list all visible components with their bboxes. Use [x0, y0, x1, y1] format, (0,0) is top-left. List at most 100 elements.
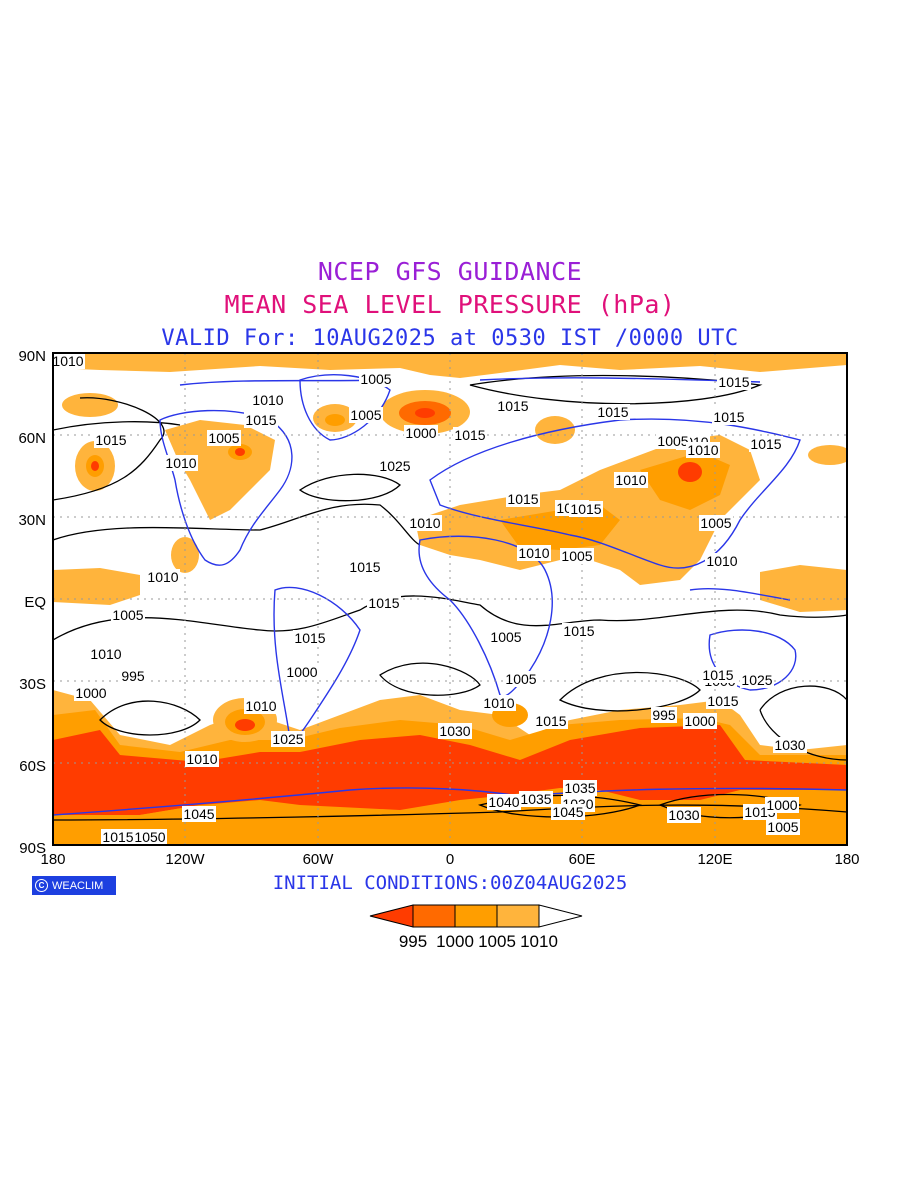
y-tick-label: 30S — [19, 676, 46, 693]
svg-text:1000: 1000 — [684, 713, 715, 729]
gridlines — [53, 353, 847, 845]
svg-text:1005: 1005 — [208, 430, 239, 446]
x-tick-label: 0 — [446, 851, 454, 868]
contour-label: 1030 — [667, 807, 701, 823]
legend-swatch-gt1010 — [538, 904, 583, 928]
x-tick-label: 180 — [834, 851, 859, 868]
y-tick-label: 60S — [19, 758, 46, 775]
contour-label: 995 — [120, 668, 146, 684]
x-tick-label: 60E — [569, 851, 596, 868]
copyright-circle-icon: C — [35, 879, 48, 892]
contour-label: 1005 — [111, 607, 145, 623]
svg-text:1015: 1015 — [597, 404, 628, 420]
svg-text:1050: 1050 — [134, 829, 165, 845]
contour-label: 1045 — [182, 806, 216, 822]
greenland-coast — [299, 374, 391, 441]
contour-label: 1010 — [185, 751, 219, 767]
contour-label: 1010 — [482, 695, 516, 711]
svg-text:1005: 1005 — [490, 629, 521, 645]
legend-label: 1010 — [520, 932, 558, 951]
svg-text:1005: 1005 — [360, 371, 391, 387]
contour-label: 1005 — [766, 819, 800, 835]
central-pacific-low — [53, 568, 140, 605]
contour-label: 1035 — [563, 780, 597, 796]
contour-label: 1015 — [569, 501, 603, 517]
contour-label: 1025 — [740, 672, 774, 688]
svg-text:1015: 1015 — [713, 409, 744, 425]
svg-text:1045: 1045 — [183, 806, 214, 822]
svg-text:1015: 1015 — [570, 501, 601, 517]
svg-text:1025: 1025 — [272, 731, 303, 747]
map-title: NCEP GFS GUIDANCE — [317, 257, 583, 286]
legend-swatch-lt995 — [369, 904, 414, 928]
contour-label: 1010 — [146, 569, 180, 585]
contour-label: 1015 — [367, 595, 401, 611]
map-subtitle: MEAN SEA LEVEL PRESSURE (hPa) — [224, 290, 676, 319]
contour-label: 1015 — [596, 404, 630, 420]
legend-label: 995 — [399, 932, 427, 951]
aleutian-low — [62, 393, 118, 417]
svg-text:1030: 1030 — [668, 807, 699, 823]
svg-text:1015: 1015 — [707, 693, 738, 709]
svg-text:1015: 1015 — [535, 713, 566, 729]
legend-swatch-995-1000 — [412, 904, 456, 928]
contour-label: 1005 — [359, 371, 393, 387]
arctic-islands — [179, 377, 761, 386]
north-america-low — [165, 420, 275, 520]
svg-text:1025: 1025 — [379, 458, 410, 474]
contour-label: 1010 — [244, 698, 278, 714]
svg-text:1000: 1000 — [766, 797, 797, 813]
svg-text:1005: 1005 — [700, 515, 731, 531]
svg-text:1005: 1005 — [350, 407, 381, 423]
contour-label: 1000 — [285, 664, 319, 680]
svg-text:1010: 1010 — [518, 545, 549, 561]
contour-label: 1010 — [164, 455, 198, 471]
eurasia-coast — [429, 418, 801, 569]
contour-label: 1035 — [519, 791, 553, 807]
contour-label: 1010 — [89, 646, 123, 662]
contour-label: 1015 — [701, 667, 735, 683]
y-tick-label: 90S — [19, 840, 46, 857]
contour-label: 1015 — [712, 409, 746, 425]
contour-label: 1010 — [251, 392, 285, 408]
svg-text:1015: 1015 — [349, 559, 380, 575]
svg-text:1015: 1015 — [102, 829, 133, 845]
arctic-low — [53, 353, 847, 378]
contour-label: 1015 — [717, 374, 751, 390]
contour-label: 1000 — [683, 713, 717, 729]
svg-text:1015: 1015 — [368, 595, 399, 611]
svg-text:1010: 1010 — [52, 353, 83, 369]
svg-text:1015: 1015 — [750, 436, 781, 452]
svg-text:995: 995 — [652, 707, 676, 723]
contour-label: 1015 — [506, 491, 540, 507]
contour-label: 1015 — [94, 432, 128, 448]
contour-label: 1005 — [489, 629, 523, 645]
valid-time: VALID For: 10AUG2025 at 0530 IST /0000 U… — [161, 326, 739, 351]
svg-text:1015: 1015 — [702, 667, 733, 683]
svg-text:1010: 1010 — [687, 442, 718, 458]
contour-label: 1000 — [404, 425, 438, 441]
svg-text:1005: 1005 — [767, 819, 798, 835]
contour-label: 1050 — [133, 829, 167, 845]
svg-text:1015: 1015 — [294, 630, 325, 646]
contour-label: 1010 — [614, 472, 648, 488]
svg-text:1035: 1035 — [520, 791, 551, 807]
contour-label: 1015 — [749, 436, 783, 452]
svg-text:1015: 1015 — [245, 412, 276, 428]
x-tick-label: 180 — [40, 851, 65, 868]
y-tick-label: 90N — [18, 348, 46, 365]
legend-label: 1005 — [478, 932, 516, 951]
contour-label: 1015 — [244, 412, 278, 428]
contour-label: 1030 — [773, 737, 807, 753]
contour-label: 1015 — [496, 398, 530, 414]
svg-text:1015: 1015 — [497, 398, 528, 414]
contour-label: 1005 — [656, 433, 690, 449]
svg-text:1010: 1010 — [409, 515, 440, 531]
west-pacific-low — [760, 565, 847, 612]
svg-text:1000: 1000 — [286, 664, 317, 680]
legend-colorbar — [369, 904, 583, 928]
svg-text:1005: 1005 — [112, 607, 143, 623]
contour-label: 1005 — [504, 671, 538, 687]
svg-text:1000: 1000 — [75, 685, 106, 701]
map-frame — [52, 352, 848, 846]
